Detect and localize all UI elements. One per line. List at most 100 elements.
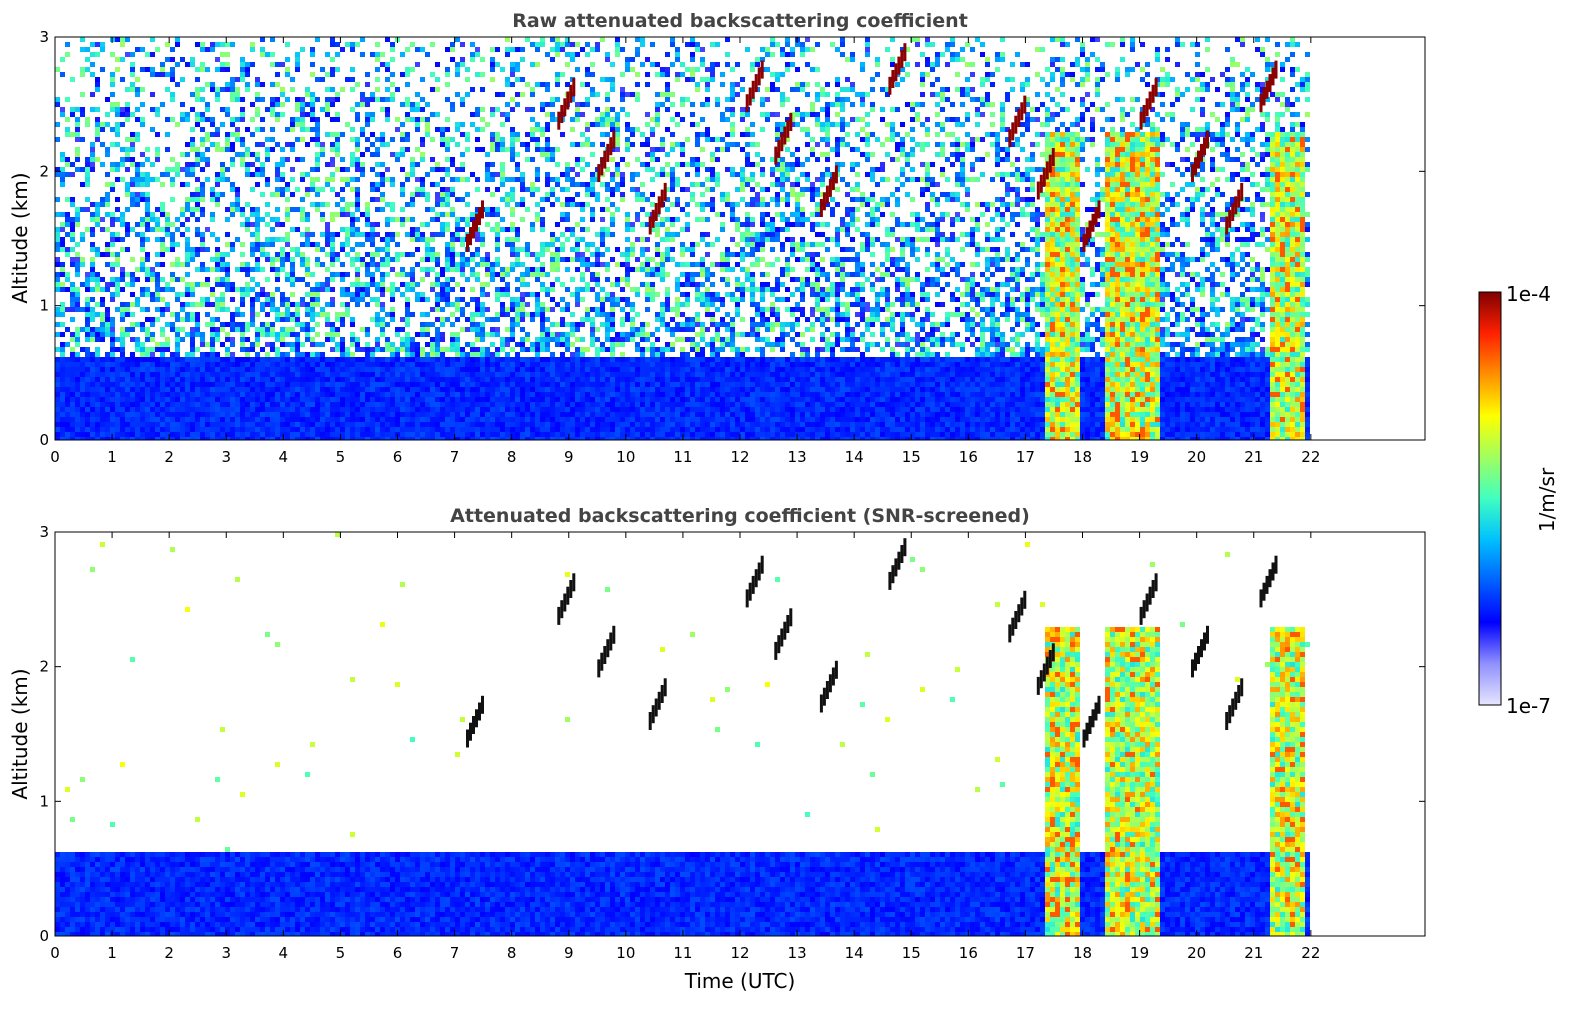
heatmap-cell xyxy=(430,357,435,362)
heatmap-cell xyxy=(390,47,395,52)
heatmap-cell xyxy=(145,217,150,222)
heatmap-cell xyxy=(520,182,525,187)
heatmap-cell xyxy=(475,107,480,112)
heatmap-cell xyxy=(430,432,435,437)
heatmap-cell xyxy=(580,397,585,402)
heatmap-cell xyxy=(150,227,155,232)
heatmap-cell xyxy=(370,182,375,187)
heatmap-cell xyxy=(350,297,355,302)
heatmap-cell xyxy=(470,412,475,417)
heatmap-cell xyxy=(330,117,335,122)
heatmap-cell xyxy=(180,212,185,217)
heatmap-cell xyxy=(560,172,565,177)
heatmap-cell xyxy=(130,147,135,152)
heatmap-cell xyxy=(485,167,490,172)
heatmap-cell xyxy=(70,197,75,202)
heatmap-cell xyxy=(450,322,455,327)
heatmap-cell xyxy=(530,317,535,322)
heatmap-cell xyxy=(200,412,205,417)
heatmap-cell xyxy=(75,357,80,362)
heatmap-cell xyxy=(545,102,550,107)
heatmap-cell xyxy=(300,437,305,440)
heatmap-cell xyxy=(170,417,175,422)
heatmap-cell xyxy=(195,302,200,307)
heatmap-cell xyxy=(520,372,525,377)
heatmap-cell xyxy=(570,382,575,387)
heatmap-cell xyxy=(140,407,145,412)
heatmap-cell xyxy=(290,412,295,417)
heatmap-cell xyxy=(605,397,610,402)
heatmap-cell xyxy=(280,252,285,257)
heatmap-cell xyxy=(475,47,480,52)
heatmap-cell xyxy=(150,417,155,422)
heatmap-cell xyxy=(235,202,240,207)
heatmap-cell xyxy=(450,382,455,387)
heatmap-cell xyxy=(255,237,260,242)
heatmap-cell xyxy=(295,97,300,102)
heatmap-cell xyxy=(535,202,540,207)
heatmap-cell xyxy=(300,242,305,247)
heatmap-cell xyxy=(560,217,565,222)
heatmap-cell xyxy=(115,127,120,132)
heatmap-cell xyxy=(295,427,300,432)
heatmap-cell xyxy=(180,102,185,107)
heatmap-cell xyxy=(455,392,460,397)
heatmap-cell xyxy=(130,227,135,232)
heatmap-cell xyxy=(575,287,580,292)
heatmap-cell xyxy=(300,362,305,367)
heatmap-cell xyxy=(440,332,445,337)
heatmap-cell xyxy=(155,397,160,402)
heatmap-cell xyxy=(550,407,555,412)
heatmap-cell xyxy=(135,427,140,432)
heatmap-cell xyxy=(565,267,570,272)
heatmap-cell xyxy=(540,407,545,412)
heatmap-cell xyxy=(490,422,495,427)
heatmap-cell xyxy=(75,392,80,397)
heatmap-cell xyxy=(255,382,260,387)
heatmap-cell xyxy=(220,367,225,372)
heatmap-cell xyxy=(330,232,335,237)
heatmap-cell xyxy=(325,332,330,337)
heatmap-cell xyxy=(230,147,235,152)
heatmap-cell xyxy=(235,197,240,202)
heatmap-cell xyxy=(560,187,565,192)
heatmap-cell xyxy=(360,437,365,440)
heatmap-cell xyxy=(190,142,195,147)
heatmap-cell xyxy=(555,357,560,362)
heatmap-cell xyxy=(365,382,370,387)
heatmap-cell xyxy=(155,437,160,440)
heatmap-cell xyxy=(565,172,570,177)
heatmap-cell xyxy=(100,322,105,327)
heatmap-cell xyxy=(125,207,130,212)
heatmap-cell xyxy=(610,192,615,197)
heatmap-cell xyxy=(375,377,380,382)
heatmap-cell xyxy=(570,117,575,122)
heatmap-cell xyxy=(125,167,130,172)
heatmap-cell xyxy=(70,282,75,287)
heatmap-cell xyxy=(90,317,95,322)
heatmap-cell xyxy=(250,342,255,347)
heatmap-cell xyxy=(250,297,255,302)
heatmap-cell xyxy=(290,332,295,337)
heatmap-cell xyxy=(495,232,500,237)
heatmap-cell xyxy=(430,422,435,427)
heatmap-cell xyxy=(590,412,595,417)
heatmap-cell xyxy=(190,432,195,437)
heatmap-cell xyxy=(150,352,155,357)
heatmap-cell xyxy=(355,137,360,142)
heatmap-cell xyxy=(170,272,175,277)
heatmap-cell xyxy=(485,212,490,217)
heatmap-cell xyxy=(590,272,595,277)
heatmap-cell xyxy=(160,382,165,387)
heatmap-cell xyxy=(395,117,400,122)
heatmap-cell xyxy=(60,322,65,327)
heatmap-cell xyxy=(145,367,150,372)
heatmap-cell xyxy=(420,107,425,112)
heatmap-cell xyxy=(575,237,580,242)
heatmap-cell xyxy=(110,322,115,327)
heatmap-cell xyxy=(155,377,160,382)
heatmap-cell xyxy=(165,392,170,397)
heatmap-cell xyxy=(150,432,155,437)
heatmap-cell xyxy=(345,432,350,437)
heatmap-cell xyxy=(460,102,465,107)
